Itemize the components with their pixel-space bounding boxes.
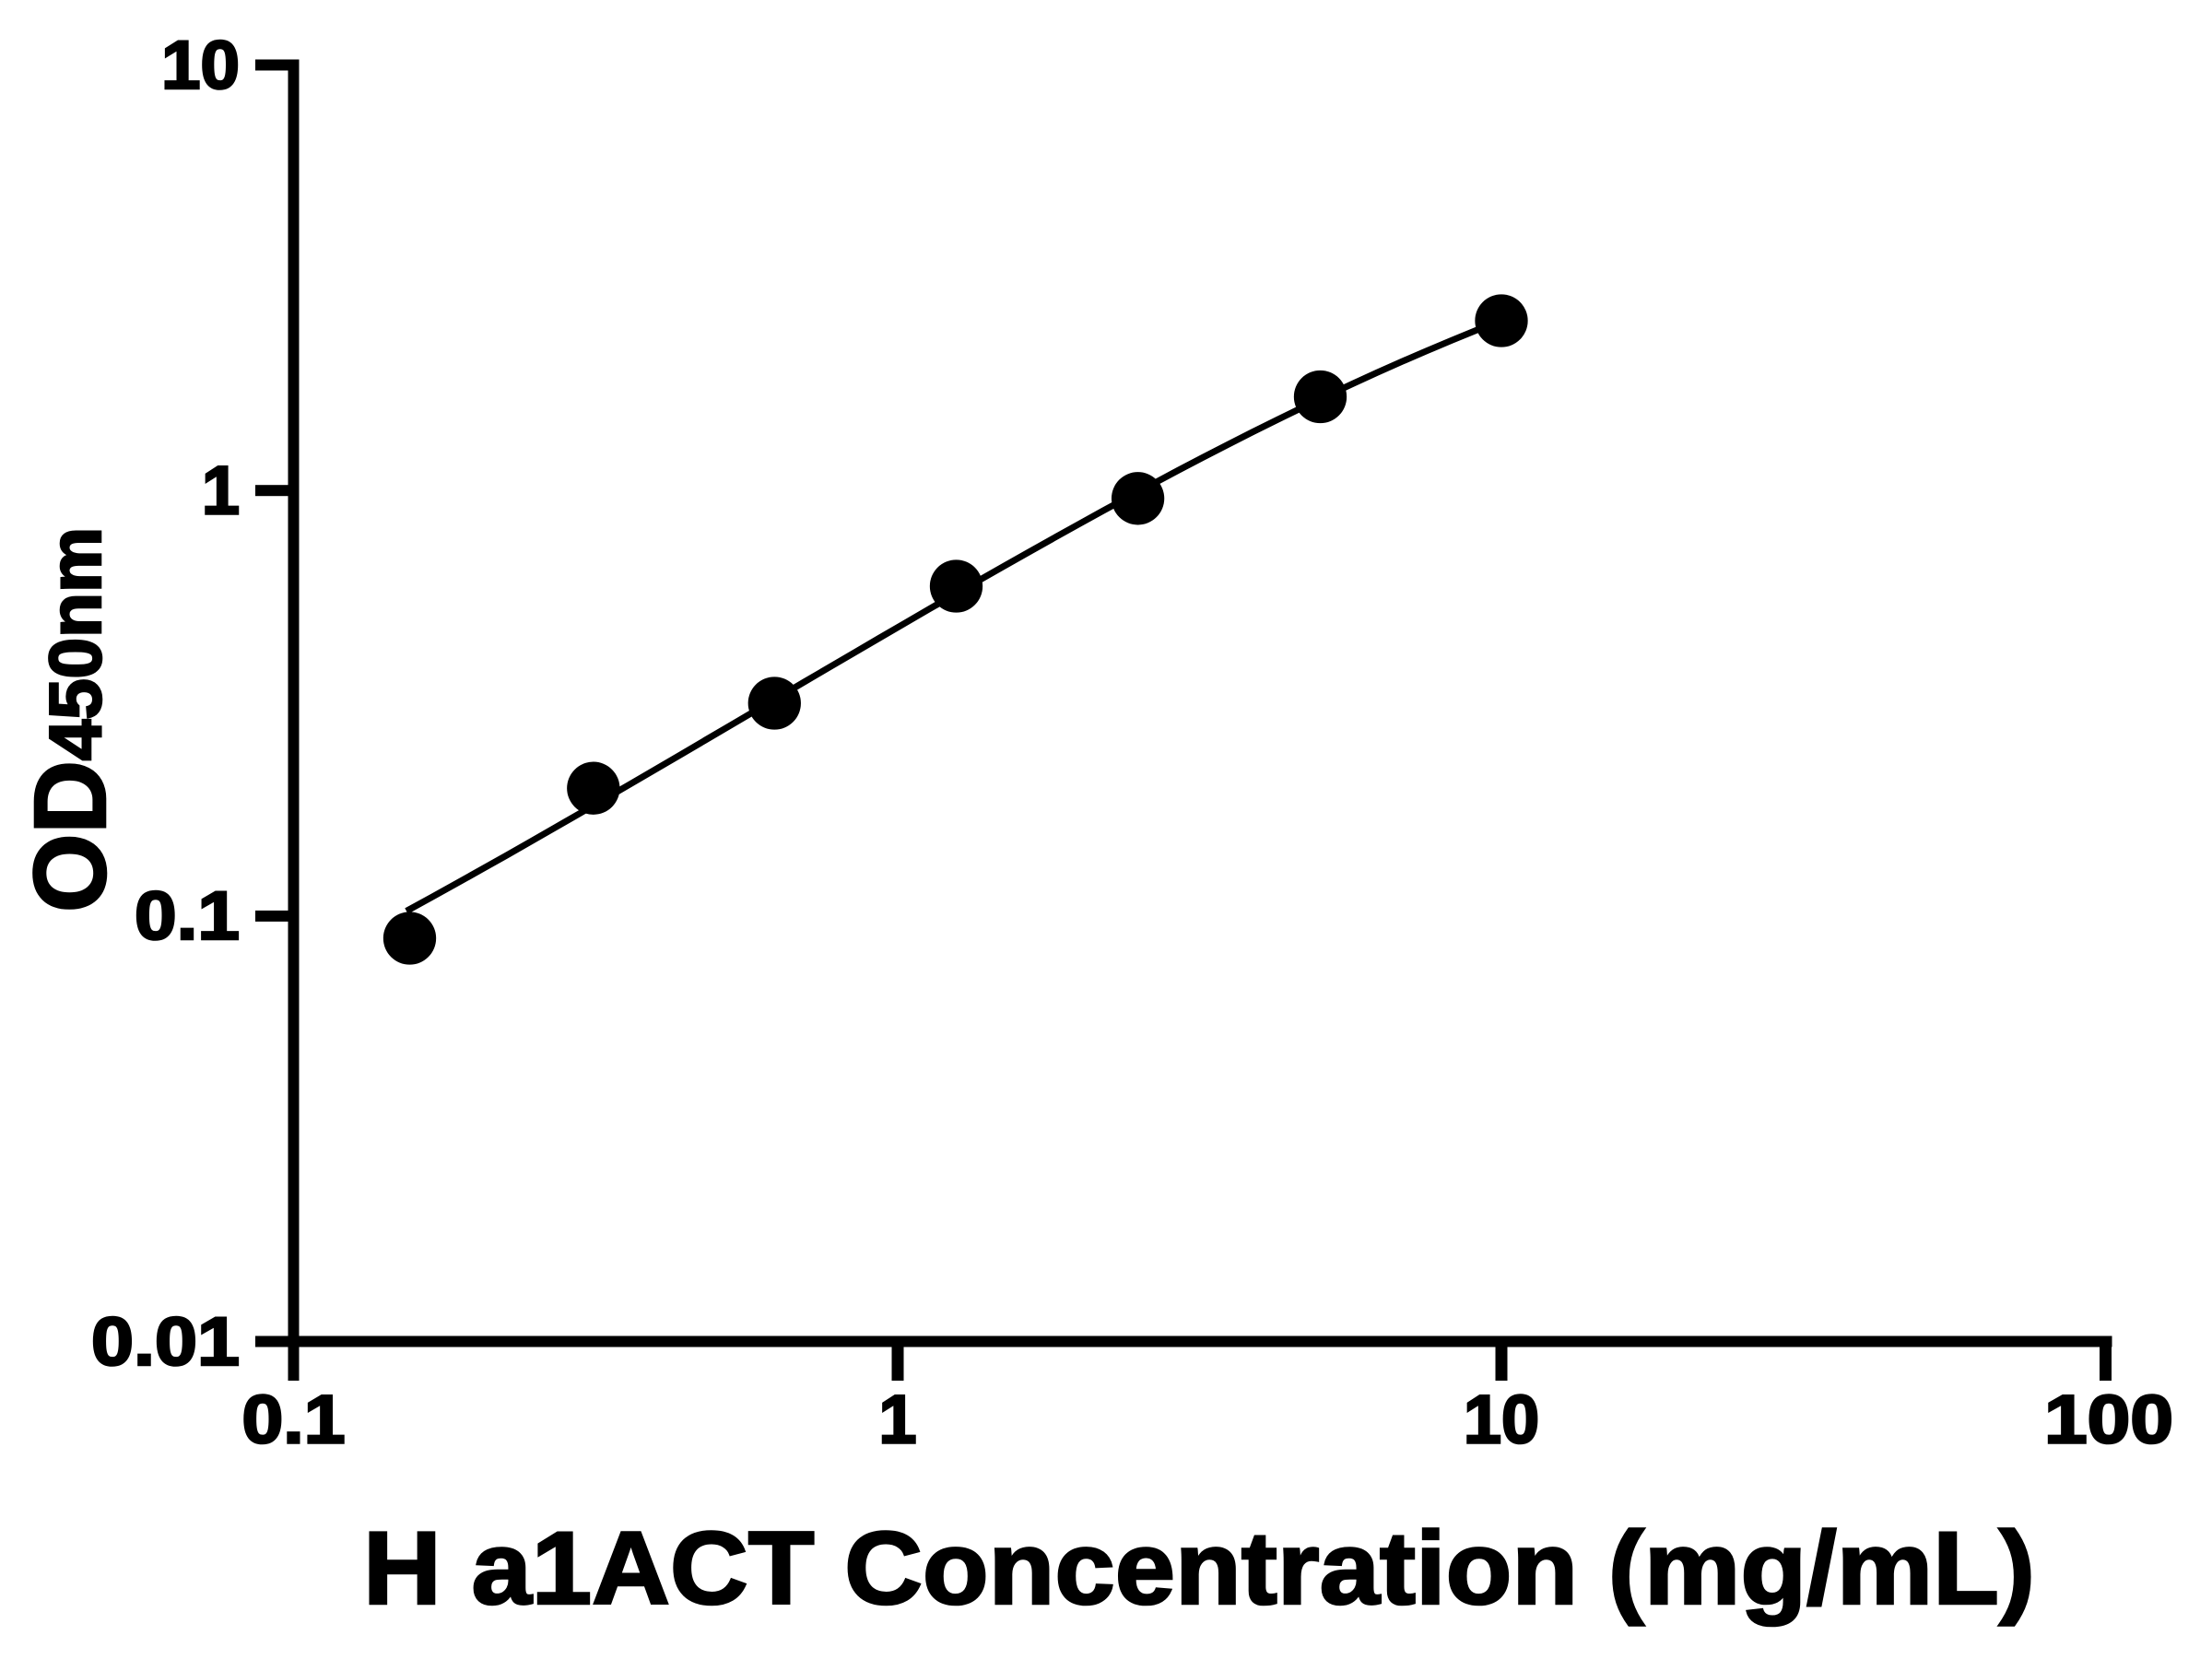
svg-text:0.01: 0.01 [91, 1303, 240, 1380]
svg-text:0.1: 0.1 [135, 877, 240, 954]
svg-text:10: 10 [1464, 1382, 1539, 1458]
svg-text:1: 1 [878, 1382, 916, 1458]
svg-text:100: 100 [2044, 1382, 2173, 1458]
svg-text:1: 1 [202, 453, 240, 529]
svg-text:450nm: 450nm [34, 527, 116, 760]
svg-text:H a1ACT Concentration (mg/mL): H a1ACT Concentration (mg/mL) [363, 1511, 2035, 1626]
svg-text:10: 10 [161, 27, 240, 103]
svg-text:0.1: 0.1 [242, 1382, 346, 1458]
svg-text:OD: OD [14, 760, 127, 912]
